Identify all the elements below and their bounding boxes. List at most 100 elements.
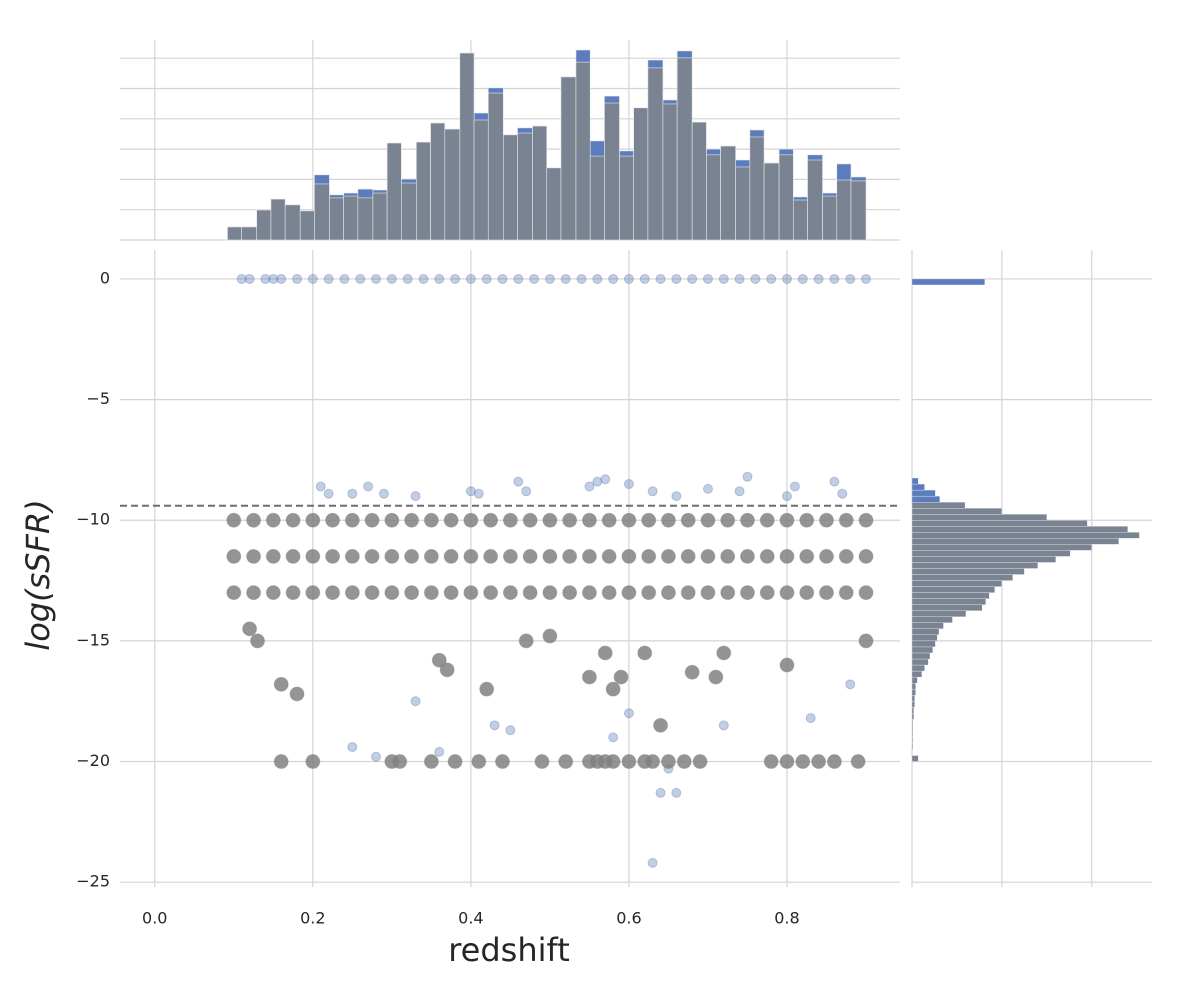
scatter-point xyxy=(581,669,597,685)
scatter-point xyxy=(805,713,816,724)
hist-bar xyxy=(691,121,707,241)
scatter-point xyxy=(246,585,262,601)
scatter-point xyxy=(443,512,459,528)
scatter-point xyxy=(307,273,318,284)
hist-bar xyxy=(604,102,620,241)
hist-bar xyxy=(662,103,678,241)
hist-bar xyxy=(911,278,985,286)
scatter-point xyxy=(692,754,708,770)
y-tick-label: −25 xyxy=(76,872,110,891)
hist-bar xyxy=(911,646,933,654)
scatter-point xyxy=(558,754,574,770)
label-layer: 0.0 0.2 0.4 0.6 0.8 −25 −20 −15 −10 −5 0 xyxy=(76,268,799,927)
scatter-point xyxy=(592,476,603,487)
hist-bar xyxy=(911,598,986,605)
scatter-point xyxy=(799,512,815,528)
hist-bar xyxy=(911,688,916,696)
hist-bar xyxy=(911,634,938,642)
scatter-point xyxy=(763,754,779,770)
hist-bar xyxy=(386,142,402,241)
hist-bar xyxy=(911,520,1088,527)
scatter-point xyxy=(242,621,258,637)
scatter-point xyxy=(471,754,487,770)
scatter-point xyxy=(542,548,558,564)
scatter-point xyxy=(325,585,341,601)
hist-bar xyxy=(911,514,1047,521)
scatter-point xyxy=(660,512,676,528)
hist-bar xyxy=(911,580,1003,587)
scatter-point xyxy=(581,512,597,528)
scatter-point xyxy=(838,512,854,528)
scatter-point xyxy=(653,717,669,733)
hist-bar xyxy=(778,154,794,241)
hist-bar xyxy=(911,725,914,732)
scatter-point xyxy=(826,754,842,770)
scatter-point xyxy=(315,481,326,492)
scatter-point xyxy=(660,548,676,564)
scatter-point xyxy=(645,754,661,770)
scatter-point xyxy=(684,664,700,680)
scatter-point xyxy=(813,273,824,284)
scatter-point xyxy=(481,273,492,284)
scatter-point xyxy=(623,273,634,284)
hist-bar xyxy=(647,67,664,241)
scatter-point xyxy=(858,548,874,564)
scatter-point xyxy=(226,585,242,601)
scatter-point xyxy=(789,481,800,492)
scatter-point xyxy=(423,512,439,528)
scatter-point xyxy=(601,585,617,601)
hist-bar xyxy=(911,562,1038,569)
scatter-point xyxy=(562,585,578,601)
scatter-point xyxy=(410,491,421,502)
scatter-point xyxy=(621,754,637,770)
scatter-point xyxy=(623,708,634,719)
hist-bar xyxy=(502,134,518,241)
scatter-point xyxy=(505,725,516,736)
hist-bar xyxy=(911,616,953,623)
hist-bar xyxy=(343,195,359,241)
scatter-point xyxy=(759,548,775,564)
scatter-point xyxy=(781,273,792,284)
scatter-point xyxy=(641,585,657,601)
hist-bar xyxy=(911,556,1056,563)
hist-bar xyxy=(911,664,925,672)
scatter-point xyxy=(680,585,696,601)
scatter-point xyxy=(534,754,550,770)
hist-bar xyxy=(911,622,944,629)
scatter-point xyxy=(305,754,321,770)
hist-bar xyxy=(720,145,736,241)
hist-bar xyxy=(911,586,995,593)
scatter-point xyxy=(404,512,420,528)
scatter-point xyxy=(542,628,558,644)
scatter-point xyxy=(700,512,716,528)
scatter-point xyxy=(443,585,459,601)
hist-bar xyxy=(401,182,417,241)
scatter-point xyxy=(522,512,538,528)
scatter-point xyxy=(465,486,476,497)
scatter-point xyxy=(364,512,380,528)
scatter-point xyxy=(463,585,479,601)
scatter-point xyxy=(799,585,815,601)
scatter-point xyxy=(226,512,242,528)
scatter-point xyxy=(720,585,736,601)
hist-bar xyxy=(911,670,923,678)
scatter-point xyxy=(384,548,400,564)
scatter-point xyxy=(779,585,795,601)
scatter-point xyxy=(819,585,835,601)
scatter-point xyxy=(811,754,827,770)
scatter-point xyxy=(742,471,753,482)
scatter-point xyxy=(363,481,374,492)
scatter-point xyxy=(838,585,854,601)
scatter-point xyxy=(384,585,400,601)
scatter-point xyxy=(285,512,301,528)
y-tick-label: −20 xyxy=(76,751,110,770)
scatter-point xyxy=(434,746,445,757)
scatter-point xyxy=(739,585,755,601)
scatter-point xyxy=(601,548,617,564)
hist-bar xyxy=(270,198,286,241)
scatter-point xyxy=(529,273,540,284)
y-tick-label: −5 xyxy=(86,389,110,408)
scatter-point xyxy=(759,512,775,528)
hist-bar xyxy=(735,166,751,241)
hist-bar xyxy=(911,640,936,648)
